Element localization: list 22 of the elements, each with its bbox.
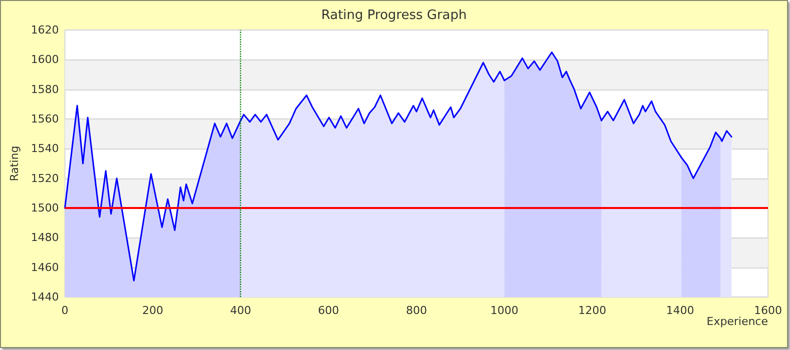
x-tick-label: 1400 (666, 304, 694, 317)
x-tick-label: 1000 (490, 304, 518, 317)
y-tick-label: 1440 (30, 290, 59, 304)
y-tick-label: 1620 (30, 24, 59, 36)
x-tick-label: 400 (230, 304, 252, 317)
x-tick-label: 1200 (578, 304, 606, 317)
y-tick-label: 1480 (30, 231, 59, 244)
y-tick-label: 1540 (30, 142, 59, 156)
y-tick-label: 1520 (30, 172, 59, 185)
chart-title: Rating Progress Graph (321, 8, 467, 23)
y-axis-title: Rating (8, 146, 21, 182)
x-tick-label: 600 (318, 304, 340, 317)
y-tick-label: 1560 (30, 112, 59, 126)
x-tick-label: 0 (61, 304, 68, 317)
y-tick-label: 1600 (30, 53, 59, 66)
y-tick-label: 1580 (30, 82, 59, 96)
y-tick-label: 1500 (30, 202, 59, 214)
x-tick-label: 1600 (754, 304, 782, 317)
x-tick-label: 800 (406, 304, 427, 317)
y-tick-label: 1460 (30, 260, 59, 274)
x-tick-label: 200 (142, 304, 164, 317)
x-axis-title: Experience (706, 315, 768, 328)
